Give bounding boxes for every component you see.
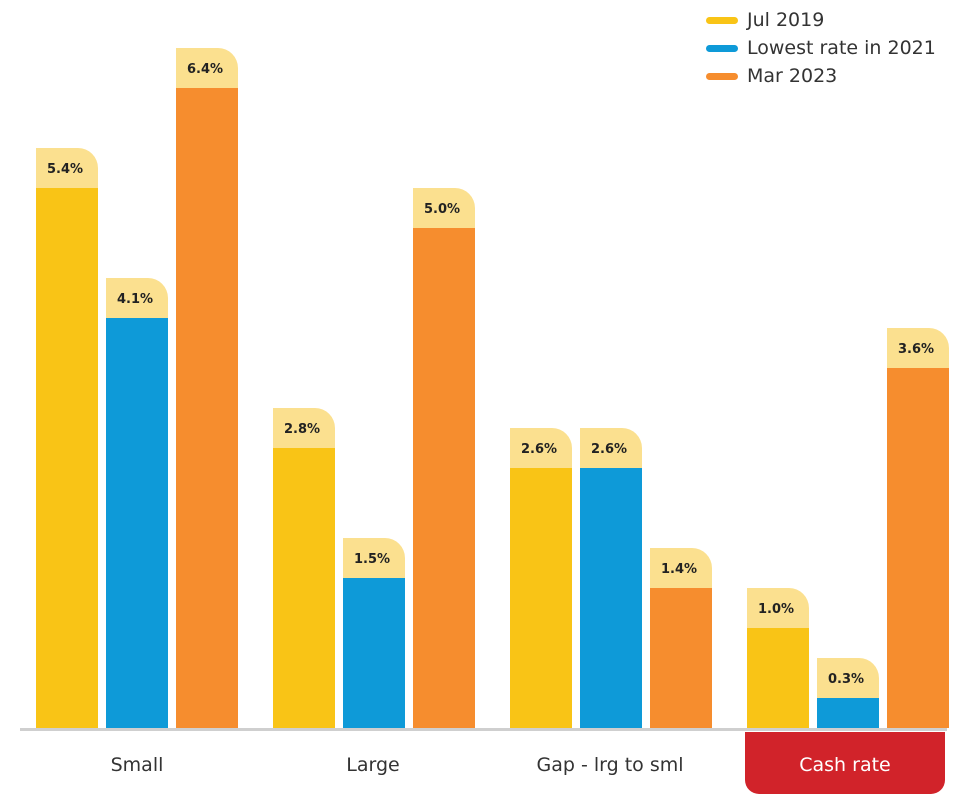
category-label-gap: Gap - lrg to sml [536,754,684,776]
data-label-gap-lrg-to-sml-series-1: 2.6% [591,442,627,457]
bar-large-series-1 [343,578,405,728]
data-label-cash-rate-series-2: 3.6% [898,342,934,357]
cash-rate-highlight [745,732,945,794]
data-label-badge-cash-rate-series-2 [887,328,949,368]
category-label-small: Small [110,754,164,776]
bar-gap-lrg-to-sml-series-1 [580,468,642,728]
data-label-badge-small-series-1 [106,278,168,318]
legend-label-jul-2019: Jul 2019 [747,9,825,31]
data-label-gap-lrg-to-sml-series-0: 2.6% [521,442,557,457]
bar-cash-rate-series-1 [817,698,879,728]
bar-cash-rate-series-0 [747,628,809,728]
data-label-badge-gap-lrg-to-sml-series-2 [650,548,712,588]
legend-item-jul-2019: Jul 2019 [706,6,936,34]
data-label-cash-rate-series-1: 0.3% [828,672,864,687]
legend-item-lowest-2021: Lowest rate in 2021 [706,34,936,62]
bar-cash-rate-series-2 [887,368,949,728]
data-label-small-series-1: 4.1% [117,292,153,307]
data-label-large-series-2: 5.0% [424,202,460,217]
category-label-cash-rate: Cash rate [799,754,891,776]
legend-label-mar-2023: Mar 2023 [747,65,838,87]
data-label-badge-large-series-2 [413,188,475,228]
data-label-badge-cash-rate-series-1 [817,658,879,698]
legend-swatch-lowest-2021 [706,44,738,52]
bar-large-series-0 [273,448,335,728]
data-label-badge-small-series-0 [36,148,98,188]
data-label-badge-gap-lrg-to-sml-series-1 [580,428,642,468]
data-label-large-series-1: 1.5% [354,552,390,567]
legend-swatch-mar-2023 [706,72,738,80]
data-label-cash-rate-series-0: 1.0% [758,602,794,617]
data-label-badge-large-series-0 [273,408,335,448]
data-label-badge-gap-lrg-to-sml-series-0 [510,428,572,468]
data-label-small-series-0: 5.4% [47,162,83,177]
legend-swatch-jul-2019 [706,16,738,24]
data-label-small-series-2: 6.4% [187,62,223,77]
bar-large-series-2 [413,228,475,728]
bar-gap-lrg-to-sml-series-0 [510,468,572,728]
legend-item-mar-2023: Mar 2023 [706,62,936,90]
bar-gap-lrg-to-sml-series-2 [650,588,712,728]
bar-small-series-1 [106,318,168,728]
legend: Jul 2019 Lowest rate in 2021 Mar 2023 [706,6,936,90]
category-label-large: Large [346,754,400,776]
data-label-badge-large-series-1 [343,538,405,578]
bar-small-series-2 [176,88,238,728]
legend-label-lowest-2021: Lowest rate in 2021 [747,37,936,59]
data-label-badge-cash-rate-series-0 [747,588,809,628]
bar-small-series-0 [36,188,98,728]
data-label-large-series-0: 2.8% [284,422,320,437]
data-label-gap-lrg-to-sml-series-2: 1.4% [661,562,697,577]
data-label-badge-small-series-2 [176,48,238,88]
